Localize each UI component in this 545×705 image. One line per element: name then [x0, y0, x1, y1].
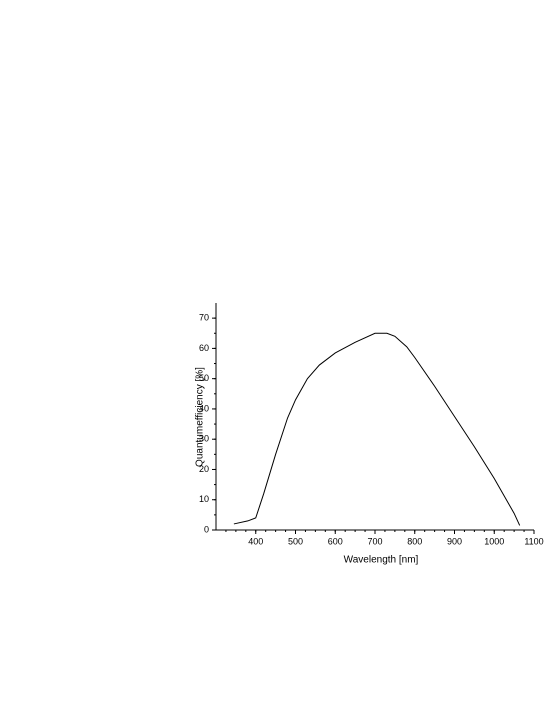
x-tick-label: 600 — [328, 536, 343, 546]
y-tick-label: 30 — [199, 434, 209, 444]
y-tick-label: 0 — [204, 524, 209, 534]
x-tick-label: 800 — [407, 536, 422, 546]
x-tick-label: 700 — [367, 536, 382, 546]
x-tick-label: 1100 — [524, 536, 543, 546]
y-tick-label: 20 — [199, 464, 209, 474]
x-axis-label: Wavelength [nm] — [344, 555, 419, 566]
y-tick-label: 60 — [199, 343, 209, 353]
y-tick-label: 40 — [199, 403, 209, 413]
x-tick-label: 900 — [447, 536, 462, 546]
x-tick-label: 1000 — [484, 536, 504, 546]
y-tick-label: 10 — [199, 494, 209, 504]
y-tick-label: 50 — [199, 373, 209, 383]
y-axis-label: Quantumefficiency [%] — [195, 367, 206, 467]
data-line — [233, 332, 521, 526]
x-tick-label: 400 — [248, 536, 263, 546]
y-tick-label: 70 — [199, 313, 209, 323]
x-tick-label: 500 — [288, 536, 303, 546]
